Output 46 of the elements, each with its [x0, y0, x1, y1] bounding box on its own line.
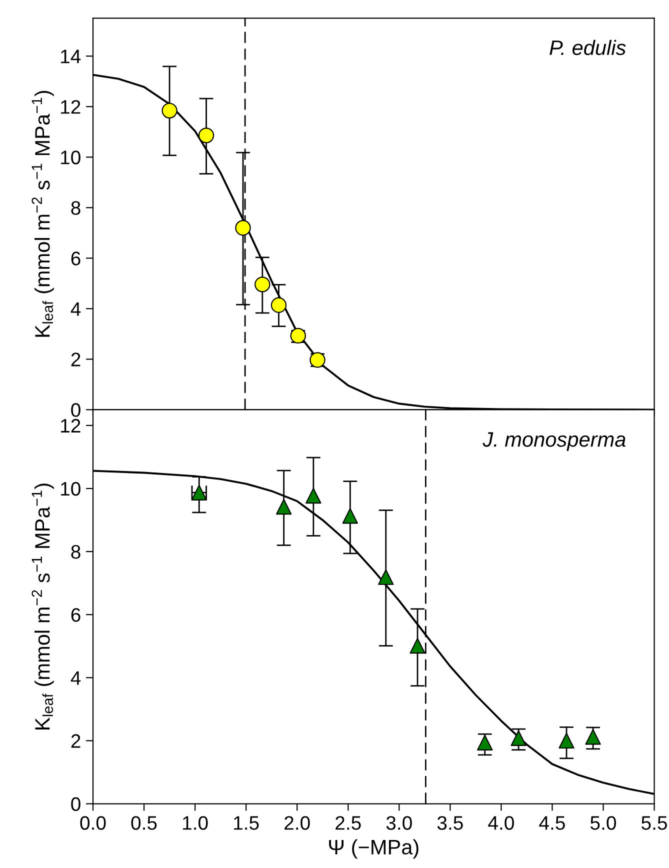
y-tick-label: 10 [61, 482, 80, 496]
point [306, 488, 322, 504]
y-tick-label: 10 [61, 150, 80, 164]
x-tick-label: 2.0 [284, 816, 310, 830]
y-tick-label: 0 [71, 797, 80, 812]
y-tick-label: 8 [71, 545, 80, 559]
x-tick-label: 3.0 [386, 816, 412, 830]
point [198, 128, 214, 144]
x-axis-title: Ψ (−MPa) [329, 839, 418, 859]
y-tick-label: 4 [70, 671, 81, 685]
x-tick-label: 5.5 [642, 816, 667, 830]
point [477, 734, 493, 750]
point [270, 297, 287, 313]
y-tick-label: 12 [61, 418, 80, 433]
x-tick-label: 2.5 [336, 816, 361, 830]
annotation: P. edulis [550, 40, 626, 56]
y-tick-label: 14 [61, 50, 81, 64]
point [342, 508, 358, 524]
x-tick-label: 5.0 [590, 816, 616, 830]
text: K$_{leaf}$ (mmol m$^{−2}$ s$^{−1}$ MPa$^{−1}$) [32, 484, 54, 730]
point [558, 732, 574, 749]
point [510, 730, 526, 746]
point [276, 498, 292, 515]
point [254, 276, 270, 292]
point [235, 220, 251, 236]
x-tick-label: 1.0 [183, 816, 208, 830]
y-tick-label: 12 [61, 100, 80, 114]
x-tick-label: 3.5 [437, 816, 463, 830]
x-tick-label: 0.5 [131, 816, 157, 830]
point [378, 569, 394, 585]
y-tick-label: 6 [71, 252, 80, 266]
point [410, 638, 426, 654]
y-tick-label: 2 [71, 734, 80, 748]
y-tick-label: 6 [71, 608, 80, 622]
point [162, 102, 178, 119]
y-tick-label: 2 [71, 352, 80, 366]
point [585, 729, 601, 745]
y-tick-label: 8 [71, 201, 80, 215]
y-tick-label: 0 [71, 403, 80, 417]
x-tick-label: 4.5 [539, 816, 565, 830]
annotation: J. monosperma [482, 432, 626, 451]
x-tick-label: 0.0 [80, 816, 106, 830]
text: K$_{leaf}$ (mmol m$^{−2}$ s$^{−1}$ MPa$^{−1}$) [32, 90, 54, 337]
y-tick-label: 4 [70, 302, 81, 316]
x-tick-label: 1.5 [234, 816, 259, 830]
x-tick-label: 4.0 [488, 816, 514, 830]
